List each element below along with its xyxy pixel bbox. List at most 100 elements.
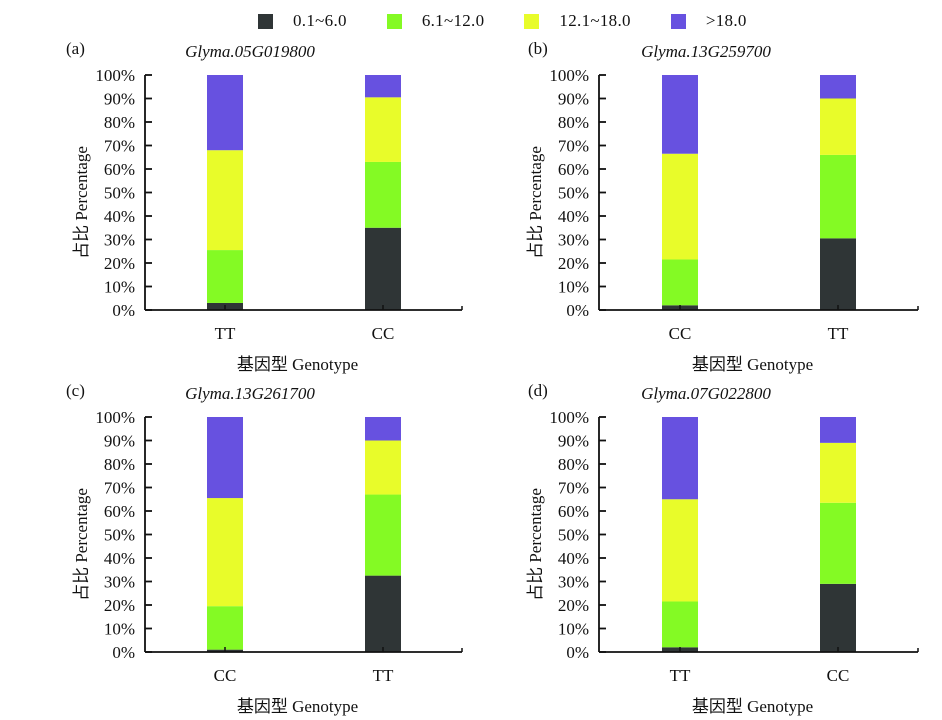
- legend-label: >18.0: [705, 11, 747, 30]
- x-axis-title: 基因型 Genotype: [692, 355, 813, 374]
- legend-item: >18.0: [670, 11, 747, 31]
- legend-swatch: [386, 13, 402, 29]
- bar-segment-12-1-18-0: [365, 97, 401, 162]
- legend-label: 0.1~6.0: [293, 11, 347, 30]
- y-tick-label: 50%: [558, 526, 589, 545]
- bar-segment-12-1-18-0: [662, 153, 698, 260]
- y-tick-label: 50%: [104, 184, 135, 203]
- bar-segment-12-1-18-0: [207, 150, 243, 251]
- y-tick-label: 40%: [558, 207, 589, 226]
- bar-segment--18-0: [207, 417, 243, 499]
- y-tick-label: 100%: [95, 66, 135, 85]
- bar-segment--18-0: [365, 417, 401, 441]
- y-tick-label: 20%: [104, 254, 135, 273]
- legend-label: 6.1~12.0: [421, 11, 485, 30]
- y-tick-label: 90%: [558, 432, 589, 451]
- legend-swatch: [524, 13, 540, 29]
- y-tick-label: 10%: [558, 278, 589, 297]
- x-tick-label: CC: [669, 324, 692, 343]
- bar-segment--18-0: [365, 75, 401, 98]
- panel-title: Glyma.05G019800: [185, 42, 315, 61]
- panel-label: (d): [528, 381, 548, 400]
- bar-segment-6-1-12-0: [662, 259, 698, 306]
- bar-segment--18-0: [662, 417, 698, 500]
- y-tick-label: 60%: [104, 502, 135, 521]
- legend-label: 12.1~18.0: [559, 11, 631, 30]
- y-tick-label: 0%: [112, 643, 135, 662]
- y-tick-label: 80%: [558, 455, 589, 474]
- y-tick-label: 10%: [104, 620, 135, 639]
- y-tick-label: 70%: [558, 479, 589, 498]
- bar-segment-6-1-12-0: [662, 601, 698, 648]
- legend-swatch: [670, 13, 686, 29]
- panel-label: (c): [66, 381, 85, 400]
- y-tick-label: 100%: [549, 408, 589, 427]
- y-tick-label: 70%: [104, 137, 135, 156]
- bar-segment--18-0: [207, 75, 243, 151]
- legend: 0.1~6.0 6.1~12.0 12.1~18.0 >18.0: [258, 10, 787, 32]
- y-tick-label: 30%: [104, 231, 135, 250]
- y-tick-label: 10%: [104, 278, 135, 297]
- y-axis-title: 占比 Percentage: [526, 488, 545, 601]
- y-tick-label: 60%: [558, 160, 589, 179]
- panel-title: Glyma.13G261700: [185, 384, 315, 403]
- bar-segment-6-1-12-0: [365, 494, 401, 576]
- bar-segment-12-1-18-0: [820, 442, 856, 503]
- y-tick-label: 40%: [104, 549, 135, 568]
- bar-segment--18-0: [820, 417, 856, 443]
- legend-item: 12.1~18.0: [524, 11, 631, 31]
- y-tick-label: 50%: [104, 526, 135, 545]
- y-tick-label: 80%: [104, 455, 135, 474]
- x-tick-label: CC: [827, 666, 850, 685]
- x-tick-label: TT: [373, 666, 394, 685]
- bar-segment--18-0: [662, 75, 698, 154]
- y-tick-label: 70%: [104, 479, 135, 498]
- x-tick-label: TT: [828, 324, 849, 343]
- y-tick-label: 90%: [104, 90, 135, 109]
- y-axis-title: 占比 Percentage: [526, 146, 545, 259]
- bar-segment-12-1-18-0: [207, 498, 243, 607]
- panel-label: (b): [528, 39, 548, 58]
- y-axis-title: 占比 Percentage: [72, 146, 91, 259]
- y-tick-label: 100%: [549, 66, 589, 85]
- bar-segment-0-1-6-0: [365, 227, 401, 310]
- y-tick-label: 60%: [104, 160, 135, 179]
- y-tick-label: 0%: [566, 301, 589, 320]
- y-tick-label: 60%: [558, 502, 589, 521]
- bar-segment-6-1-12-0: [207, 250, 243, 303]
- bar-segment-12-1-18-0: [365, 440, 401, 495]
- legend-item: 0.1~6.0: [258, 11, 347, 31]
- bar-segment-6-1-12-0: [207, 606, 243, 650]
- panel-title: Glyma.07G022800: [641, 384, 771, 403]
- bar-segment-12-1-18-0: [820, 98, 856, 155]
- y-axis-title: 占比 Percentage: [72, 488, 91, 601]
- bar-segment--18-0: [820, 75, 856, 99]
- y-tick-label: 30%: [104, 573, 135, 592]
- bar-segment-6-1-12-0: [365, 161, 401, 228]
- panel-label: (a): [66, 39, 85, 58]
- x-axis-title: 基因型 Genotype: [237, 697, 358, 716]
- bar-segment-12-1-18-0: [662, 499, 698, 602]
- bar-segment-0-1-6-0: [820, 583, 856, 652]
- bar-segment-6-1-12-0: [820, 502, 856, 584]
- x-tick-label: TT: [215, 324, 236, 343]
- legend-item: 6.1~12.0: [386, 11, 485, 31]
- panel-title: Glyma.13G259700: [641, 42, 771, 61]
- y-tick-label: 20%: [558, 596, 589, 615]
- y-tick-label: 90%: [104, 432, 135, 451]
- legend-swatch: [258, 13, 273, 29]
- x-tick-label: CC: [372, 324, 395, 343]
- y-tick-label: 0%: [112, 301, 135, 320]
- y-tick-label: 30%: [558, 573, 589, 592]
- x-tick-label: CC: [214, 666, 237, 685]
- y-tick-label: 100%: [95, 408, 135, 427]
- y-tick-label: 80%: [558, 113, 589, 132]
- y-tick-label: 90%: [558, 90, 589, 109]
- y-tick-label: 20%: [104, 596, 135, 615]
- bar-segment-6-1-12-0: [820, 154, 856, 239]
- y-tick-label: 10%: [558, 620, 589, 639]
- y-tick-label: 40%: [104, 207, 135, 226]
- y-tick-label: 80%: [104, 113, 135, 132]
- y-tick-label: 50%: [558, 184, 589, 203]
- x-tick-label: TT: [670, 666, 691, 685]
